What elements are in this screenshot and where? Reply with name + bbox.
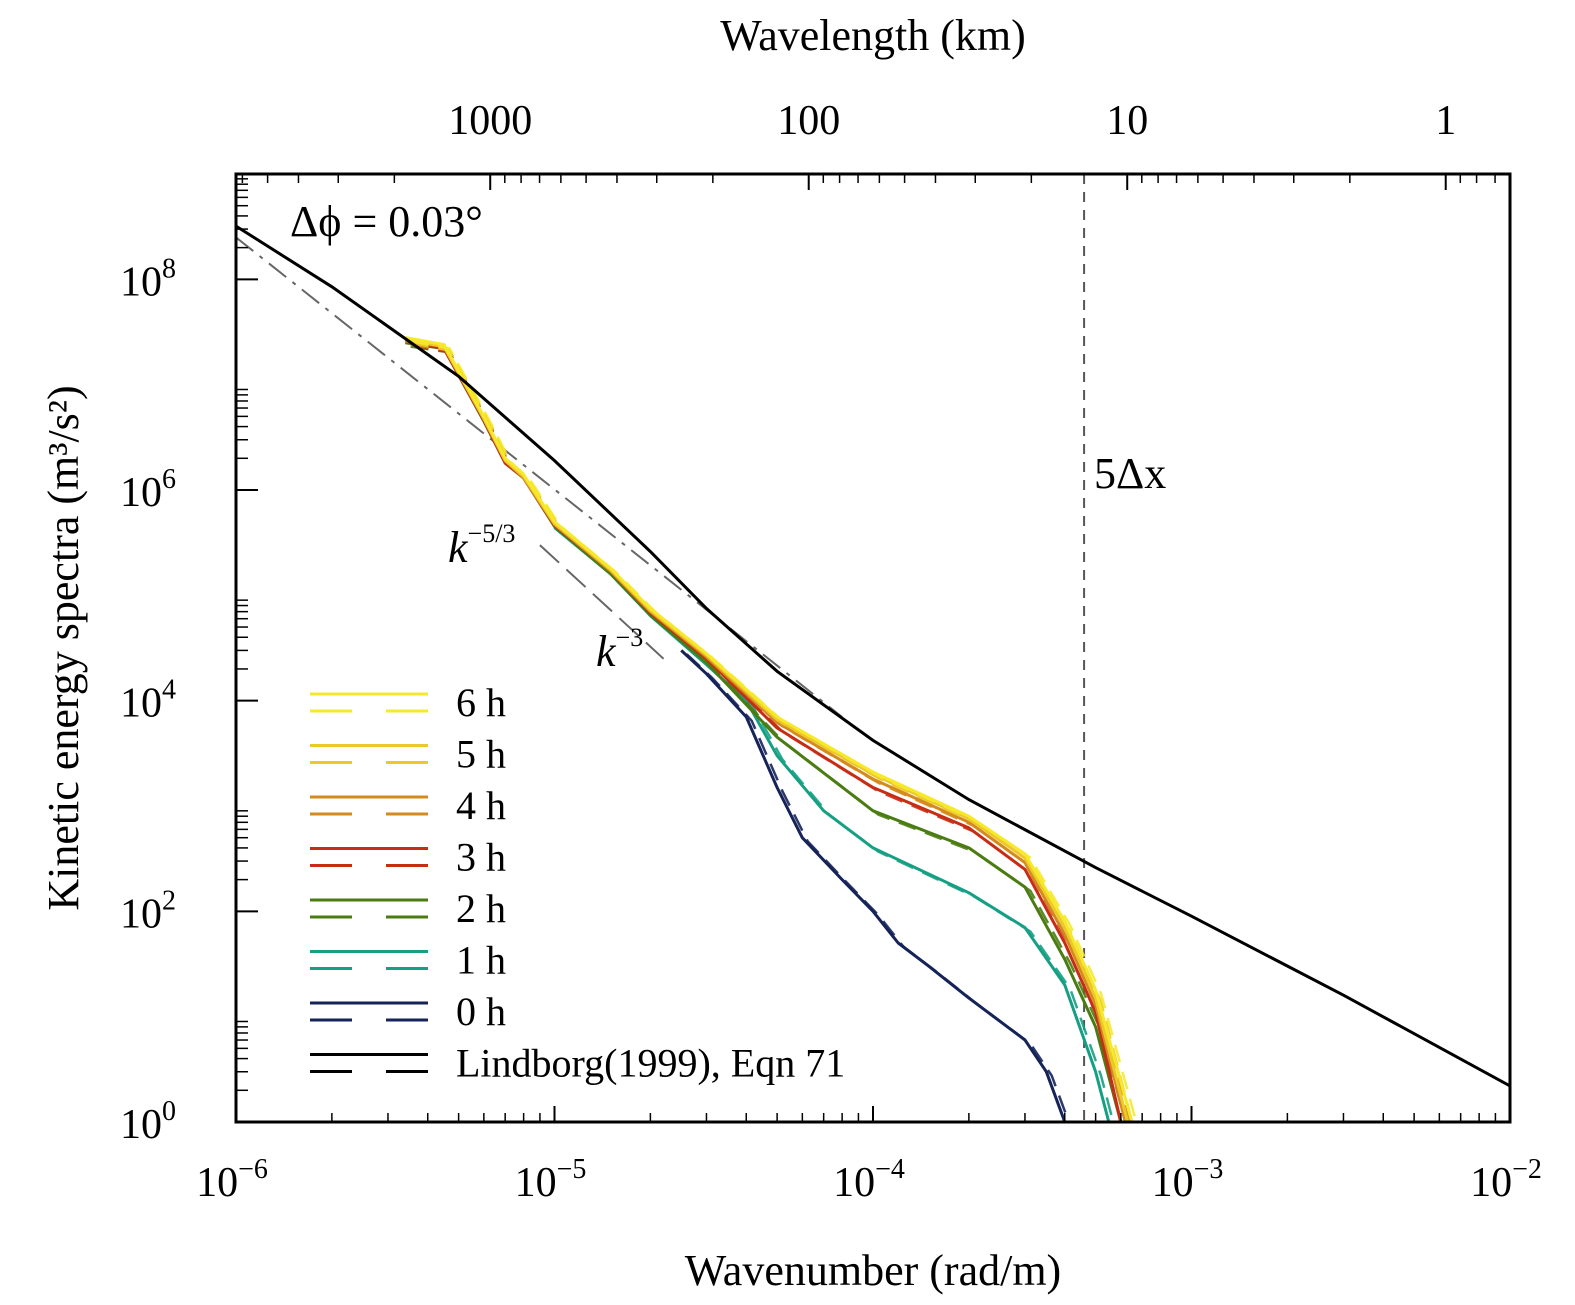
series-line-4h xyxy=(405,339,1127,1122)
plot-frame xyxy=(234,172,1512,1124)
legend-label: 6 h xyxy=(456,680,506,725)
x-tick-base: 10 xyxy=(1470,1160,1512,1206)
lindborg-curve xyxy=(236,224,1510,1088)
x-tick-label: 10−3 xyxy=(1152,1154,1224,1206)
k-minus-three-line xyxy=(539,544,665,660)
y-axis-title: Kinetic energy spectra (m³/s²) xyxy=(39,385,88,910)
y-tick-label: 100 xyxy=(120,1096,176,1148)
x-tick-exp: −5 xyxy=(557,1154,587,1185)
legend-label: Lindborg(1999), Eqn 71 xyxy=(456,1041,845,1086)
x-tick-base: 10 xyxy=(515,1160,557,1206)
x-tick-label: 10−2 xyxy=(1470,1154,1542,1206)
resolution-label: Δϕ = 0.03° xyxy=(290,197,483,246)
k-minus-five-thirds-line xyxy=(236,236,843,718)
x-tick-exp: −2 xyxy=(1512,1154,1542,1185)
x-tick-exp: −4 xyxy=(875,1154,905,1185)
x-tick-label: 10−4 xyxy=(833,1154,905,1206)
y-tick-base: 10 xyxy=(120,891,162,937)
k-minus-three-label: k−3 xyxy=(596,623,643,676)
k53-base: k xyxy=(448,523,469,572)
top-tick-label: 1 xyxy=(1435,98,1456,144)
x-tick-label: 10−5 xyxy=(515,1154,587,1206)
top-tick-label: 100 xyxy=(777,98,840,144)
y-tick-label: 108 xyxy=(120,253,176,305)
top-axis-title: Wavelength (km) xyxy=(720,11,1026,60)
y-tick-exp: 8 xyxy=(162,253,176,284)
x-tick-base: 10 xyxy=(196,1160,238,1206)
k53-exponent: −5/3 xyxy=(468,519,516,548)
k3-exponent: −3 xyxy=(616,623,644,652)
x-axis-title: Wavenumber (rad/m) xyxy=(685,1246,1061,1295)
series-dash-4h xyxy=(410,343,1132,1122)
series-dash-0h xyxy=(685,653,1071,1122)
legend-label: 5 h xyxy=(456,732,506,777)
series-dash-5h xyxy=(410,341,1134,1122)
y-tick-base: 10 xyxy=(120,681,162,727)
k-minus-five-thirds-label: k−5/3 xyxy=(448,519,515,572)
five-dx-label: 5Δx xyxy=(1094,449,1166,498)
y-tick-base: 10 xyxy=(120,470,162,516)
legend: 6 h 5 h 4 h 3 h 2 h 1 h 0 h Lindborg(1999), Eqn… xyxy=(310,680,845,1086)
series-dash-6h xyxy=(410,340,1138,1122)
x-tick-base: 10 xyxy=(833,1160,875,1206)
legend-label: 0 h xyxy=(456,989,506,1034)
y-tick-exp: 2 xyxy=(162,885,176,916)
y-tick-exp: 0 xyxy=(162,1096,176,1127)
y-tick-label: 104 xyxy=(120,675,176,727)
series-line-1h xyxy=(553,526,1111,1122)
legend-label: 2 h xyxy=(456,886,506,931)
top-tick-label: 1000 xyxy=(448,98,532,144)
top-tick-label: 10 xyxy=(1106,98,1148,144)
k3-base: k xyxy=(596,627,617,676)
y-tick-base: 10 xyxy=(120,259,162,305)
x-tick-label: 10−6 xyxy=(196,1154,268,1206)
legend-label: 1 h xyxy=(456,938,506,983)
y-tick-exp: 6 xyxy=(162,464,176,495)
x-tick-base: 10 xyxy=(1152,1160,1194,1206)
y-tick-exp: 4 xyxy=(162,675,176,706)
x-tick-exp: −3 xyxy=(1194,1154,1224,1185)
legend-label: 4 h xyxy=(456,783,506,828)
y-tick-label: 102 xyxy=(120,885,176,937)
series-dash-1h xyxy=(559,530,1115,1122)
y-tick-base: 10 xyxy=(120,1102,162,1148)
x-tick-exp: −6 xyxy=(238,1154,268,1185)
y-tick-label: 106 xyxy=(120,464,176,516)
legend-label: 3 h xyxy=(456,835,506,880)
